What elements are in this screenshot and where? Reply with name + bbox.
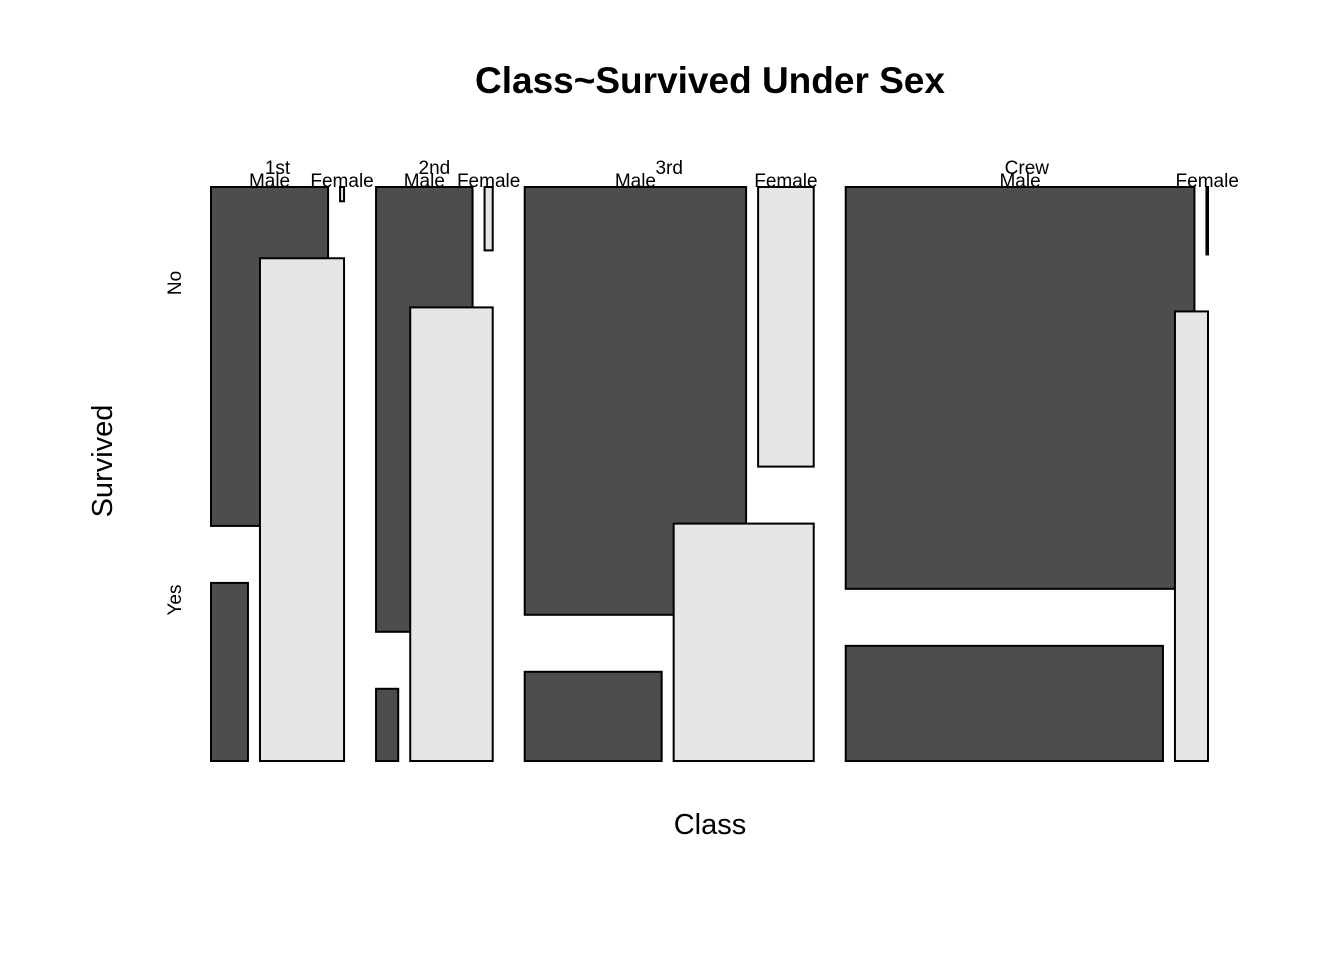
sex-label-crew-male: Male [999, 171, 1040, 192]
tile-2nd-male-yes [375, 687, 400, 762]
sex-label-3rd-female: Female [754, 171, 817, 192]
sex-label-1st-male: Male [249, 171, 290, 192]
survived-label-yes: Yes [165, 585, 186, 616]
tile-3rd-female-no [757, 186, 815, 468]
tile-1st-female-yes [258, 257, 346, 762]
tile-1st-male-yes [210, 581, 249, 763]
tile-1st-female-no [339, 186, 346, 203]
chart-title: Class~Survived Under Sex [475, 60, 945, 101]
tile-2nd-female-no [483, 186, 494, 252]
sex-label-2nd-female: Female [457, 171, 520, 192]
mosaic-tiles [210, 186, 1210, 763]
x-axis-title: Class [674, 809, 747, 841]
sex-label-2nd-male: Male [404, 171, 445, 192]
sex-label-crew-female: Female [1176, 171, 1239, 192]
tile-3rd-female-yes [672, 522, 815, 763]
tile-3rd-male-yes [523, 670, 663, 763]
tile-crew-male-yes [844, 644, 1164, 762]
tile-2nd-female-yes [409, 306, 494, 762]
y-axis-title: Survived [87, 405, 119, 518]
survived-label-no: No [165, 271, 186, 295]
class-label-crew: Crew [1005, 158, 1050, 179]
sex-label-3rd-male: Male [615, 171, 656, 192]
tile-crew-female-yes [1173, 310, 1210, 762]
sex-label-1st-female: Female [310, 171, 373, 192]
class-label-2nd: 2nd [419, 158, 451, 179]
class-label-1st: 1st [265, 158, 291, 179]
class-label-3rd: 3rd [655, 158, 682, 179]
tile-crew-female-no [1205, 186, 1210, 256]
tile-crew-male-no [844, 186, 1196, 590]
